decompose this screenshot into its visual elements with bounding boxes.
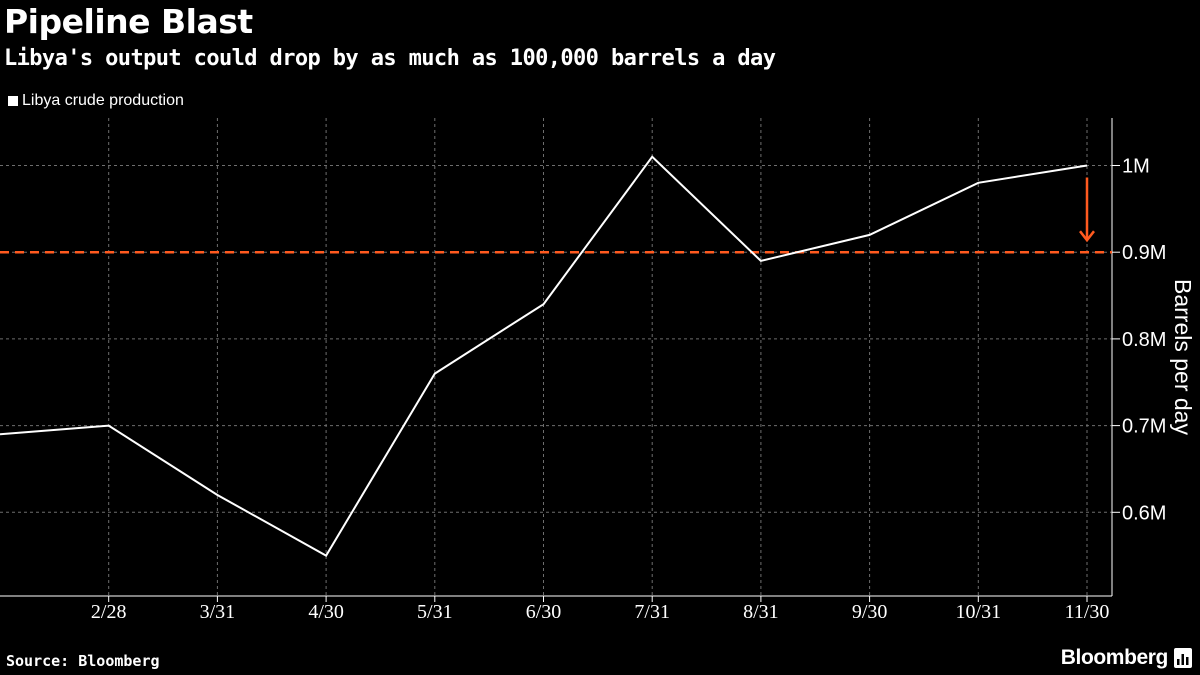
x-tick-label: 2/28 <box>91 601 127 623</box>
bloomberg-logo: Bloomberg <box>1061 645 1192 671</box>
y-tick-label: 0.9M <box>1122 242 1166 264</box>
axes <box>0 118 1120 602</box>
y-tick-label: 1M <box>1122 156 1150 178</box>
x-tick-label: 3/31 <box>200 601 236 623</box>
x-tick-label: 11/30 <box>1065 601 1110 623</box>
logo-text: Bloomberg <box>1060 646 1169 669</box>
y-tick-label: 0.6M <box>1122 502 1166 524</box>
bloomberg-chart-icon <box>1174 648 1192 668</box>
x-tick-label: 4/30 <box>308 601 344 623</box>
y-tick-label: 0.8M <box>1122 329 1166 351</box>
legend-label: Libya crude production <box>22 92 184 109</box>
x-tick-label: 10/31 <box>956 601 1002 623</box>
reference-layer <box>0 177 1112 254</box>
x-tick-label: 7/31 <box>634 601 670 623</box>
chart-subtitle: Libya's output could drop by as much as … <box>4 46 776 71</box>
source-note: Source: Bloomberg <box>6 652 160 670</box>
series-layer <box>0 155 1088 557</box>
x-tick-label: 9/30 <box>852 601 888 623</box>
x-tick-label: 6/30 <box>526 601 562 623</box>
chart-title: Pipeline Blast <box>4 2 253 41</box>
y-axis-label: Barrels per day <box>1170 279 1196 435</box>
x-tick-label: 5/31 <box>417 601 453 623</box>
grid <box>0 118 1112 596</box>
legend-swatch <box>8 96 18 106</box>
x-tick-label: 8/31 <box>743 601 779 623</box>
tick-labels: 0.6M 0.7M 0.8M 0.9M 1M 2/28 3/31 4/30 5/31 6/30 7/… <box>91 156 1196 624</box>
down-arrow-icon <box>1079 230 1095 243</box>
y-tick-label: 0.7M <box>1122 416 1166 438</box>
legend: Libya crude production <box>8 90 184 112</box>
